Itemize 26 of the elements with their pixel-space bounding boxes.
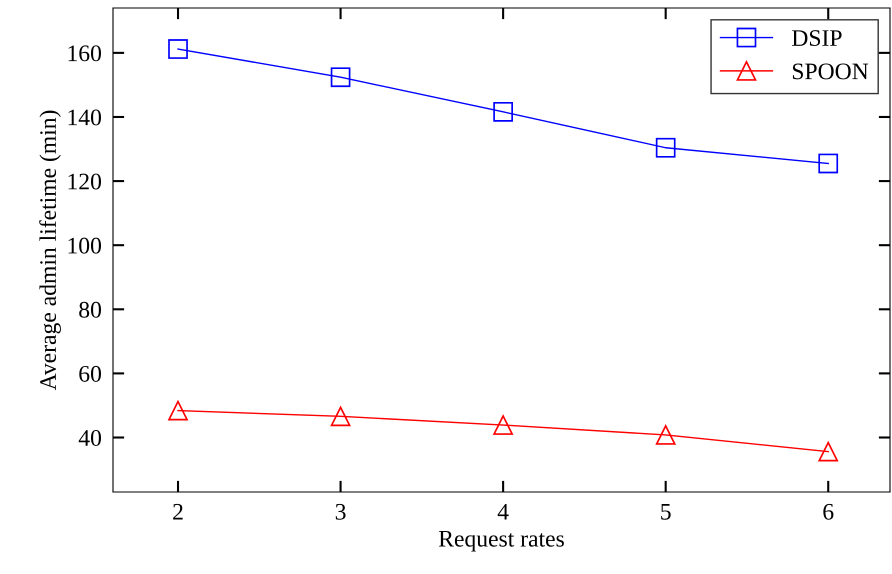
point	[818, 154, 838, 174]
x-tick-label: 6	[823, 504, 834, 520]
x-tick-label: 5	[661, 504, 671, 520]
point	[330, 406, 350, 426]
legend-label: DSIP	[792, 30, 842, 46]
x-tick-label: 3	[336, 504, 346, 520]
y-tick-label: 140	[68, 109, 101, 126]
point	[493, 102, 513, 122]
point	[818, 442, 838, 462]
y-axis-title: Average admin lifetime (min)	[39, 110, 61, 390]
legend-label: SPOON	[792, 64, 868, 80]
y-tick-label: 40	[78, 430, 101, 446]
point	[656, 138, 676, 158]
point	[656, 425, 676, 445]
y-tick-label: 160	[68, 45, 101, 62]
x-axis-title: Request rates	[438, 531, 564, 552]
y-tick-label: 60	[79, 366, 101, 382]
x-tick-label: 4	[498, 504, 509, 520]
point	[493, 415, 513, 435]
y-tick-label: 120	[68, 174, 101, 190]
y-tick-label: 100	[68, 238, 101, 254]
y-tick-label: 80	[79, 302, 101, 318]
point	[330, 67, 350, 88]
point	[168, 39, 188, 59]
point	[168, 400, 188, 420]
x-tick-label: 2	[173, 504, 183, 520]
